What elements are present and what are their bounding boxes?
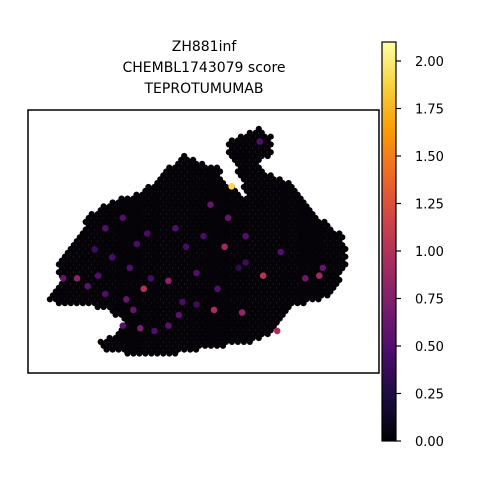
- tissue-spot: [321, 218, 328, 225]
- colorbar-tick-label: 0.75: [415, 293, 444, 308]
- scatter-point: [182, 243, 190, 251]
- scatter-point: [101, 225, 109, 232]
- scatter-point: [210, 306, 218, 314]
- scatter-point: [130, 306, 137, 314]
- scatter-point: [214, 285, 221, 293]
- tissue-spot: [181, 152, 188, 160]
- tissue-spot: [285, 180, 292, 187]
- scatter-point: [119, 214, 127, 222]
- chart-title-line-3: TEPROTUMUMAB: [144, 81, 264, 97]
- tissue-spot: [276, 176, 283, 183]
- scatter-point: [242, 259, 249, 266]
- scatter-point: [172, 225, 179, 232]
- chart-title-line-1: ZH881inf: [172, 39, 238, 55]
- tissue-spot: [118, 195, 125, 202]
- plot-frame: [27, 109, 380, 374]
- tissue-spot: [106, 334, 113, 342]
- scatter-point: [175, 311, 183, 319]
- scatter-point: [193, 301, 200, 308]
- scatter-point: [147, 275, 155, 282]
- scatter-point: [242, 232, 249, 240]
- scatter-point: [137, 325, 144, 332]
- scatter-point: [108, 253, 116, 261]
- tissue-spot: [267, 172, 274, 179]
- colorbar-tick-label: 0.50: [415, 340, 444, 355]
- scatter-point: [319, 264, 327, 272]
- scatter-point: [228, 183, 235, 190]
- scatter-point: [200, 232, 207, 240]
- scatter-point: [277, 248, 285, 256]
- scatter-point: [84, 282, 91, 290]
- colorbar-tick-label: 0.00: [415, 435, 444, 450]
- scatter-point: [73, 275, 81, 282]
- scatter-point: [256, 138, 264, 145]
- tissue-spot: [207, 164, 215, 171]
- scatter-point: [302, 275, 309, 282]
- tissue-spot: [133, 191, 140, 198]
- scatter-point: [133, 240, 141, 248]
- scatter-point: [193, 269, 200, 277]
- scatter-point: [151, 327, 158, 335]
- scatter-point: [165, 277, 172, 285]
- tissue-spot: [246, 129, 253, 136]
- scatter-point: [207, 201, 214, 208]
- tissue-spot: [166, 164, 173, 171]
- scatter-point: [123, 296, 130, 303]
- colorbar-tick-label: 2.00: [415, 55, 444, 70]
- scatter-point: [221, 243, 228, 251]
- colorbar-tick-label: 1.75: [415, 103, 444, 118]
- tissue-spot: [97, 338, 104, 345]
- scatter-point: [235, 264, 242, 272]
- tissue-spot: [267, 133, 274, 140]
- scatter-point: [94, 272, 102, 280]
- tissue-spots: [46, 125, 349, 357]
- scatter-point: [165, 322, 172, 330]
- scatter-point: [101, 290, 109, 298]
- tissue-spot: [237, 133, 244, 140]
- scatter-point: [259, 272, 267, 280]
- colorbar-tick-label: 1.50: [415, 150, 444, 165]
- colorbar: 0.00 0.25 0.50 0.75 1.00 1.25 1.50 1.75 2.00: [381, 41, 444, 450]
- tissue-spot: [228, 137, 235, 144]
- scatter-point: [140, 285, 148, 293]
- tissue-spot: [190, 156, 197, 163]
- highlight-spots: [59, 138, 327, 335]
- tissue-spot: [199, 160, 206, 167]
- scatter-point: [119, 322, 127, 330]
- tissue-spot: [109, 199, 116, 206]
- colorbar-tick-label: 1.25: [415, 198, 444, 213]
- scatter-point: [144, 230, 151, 237]
- tissue-spot: [88, 211, 95, 218]
- chart-title-line-2: CHEMBL1743079 score: [122, 60, 285, 76]
- scatter-point: [179, 298, 186, 306]
- scatter-point: [126, 264, 134, 272]
- scatter-point: [316, 272, 323, 280]
- colorbar-tick-label: 1.00: [415, 245, 444, 260]
- scatter-point: [273, 327, 281, 335]
- scatter-point: [238, 309, 246, 316]
- tissue-spot: [255, 125, 262, 132]
- scatter-point: [224, 214, 232, 222]
- tissue-spot: [336, 230, 343, 237]
- tissue-spot: [100, 203, 107, 210]
- colorbar-gradient: [381, 41, 397, 442]
- tissue-spot: [145, 183, 152, 191]
- tissue-spot: [213, 164, 221, 171]
- scatter-point: [59, 275, 67, 282]
- scatter-point: [91, 246, 98, 253]
- colorbar-tick-label: 0.25: [415, 388, 444, 403]
- tissue-spot: [124, 195, 131, 202]
